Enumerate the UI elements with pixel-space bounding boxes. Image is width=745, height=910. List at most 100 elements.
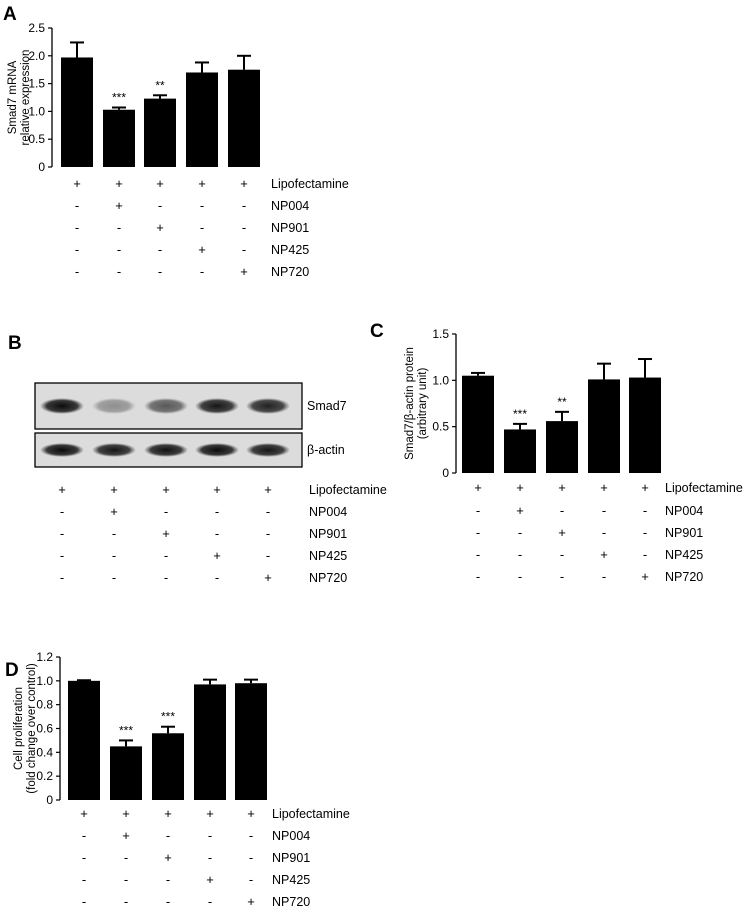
treatment-sign: -: [158, 198, 162, 213]
treatment-sign: -: [112, 570, 116, 585]
treatment-label: Lipofectamine: [272, 807, 350, 821]
treatment-label: NP425: [309, 549, 347, 563]
bar: [194, 684, 226, 800]
treatment-sign: -: [215, 504, 219, 519]
treatment-sign: +: [641, 480, 649, 495]
treatment-sign: -: [200, 198, 204, 213]
y-axis-label: relative expression: [20, 50, 32, 146]
treatment-sign: +: [240, 264, 248, 279]
treatment-sign: -: [266, 504, 270, 519]
treatment-sign: -: [560, 547, 564, 562]
blot-band: [195, 443, 239, 457]
treatment-sign: -: [75, 242, 79, 257]
western-blot: Smad7 β-actin: [34, 382, 347, 468]
treatment-sign: +: [115, 198, 123, 213]
treatment-sign: -: [643, 503, 647, 518]
y-tick-label: 2.0: [28, 49, 45, 63]
treatment-sign: -: [124, 872, 128, 887]
y-tick-label: 2.5: [28, 21, 45, 35]
treatment-sign: -: [112, 548, 116, 563]
treatment-sign: -: [518, 525, 522, 540]
treatment-sign: +: [80, 806, 88, 821]
treatment-label: Lipofectamine: [271, 177, 349, 191]
bar: [235, 683, 267, 800]
treatment-label: NP425: [665, 548, 703, 562]
treatment-sign: +: [206, 806, 214, 821]
treatment-sign: -: [124, 894, 128, 909]
bar: [504, 429, 536, 473]
treatment-sign: -: [602, 569, 606, 584]
treatment-sign: +: [516, 480, 524, 495]
blot-band: [195, 398, 239, 414]
treatment-sign: -: [266, 526, 270, 541]
treatment-label: NP004: [665, 504, 703, 518]
treatment-sign: -: [518, 569, 522, 584]
treatment-sign: -: [518, 547, 522, 562]
treatment-sign: -: [158, 264, 162, 279]
y-axis-label: Smad7 mRNA: [7, 60, 19, 134]
treatment-sign: -: [242, 242, 246, 257]
treatment-sign: +: [264, 482, 272, 497]
y-axis-label: Smad7/β-actin protein: [404, 347, 416, 460]
treatment-sign: -: [75, 264, 79, 279]
blot-band: [40, 398, 84, 414]
treatment-sign: -: [60, 570, 64, 585]
treatment-sign: +: [213, 482, 221, 497]
treatment-label: NP901: [271, 221, 309, 235]
treatment-grid-d: + + + + + Lipofectamine - + - - - NP004 - - + - - NP901 - -…: [80, 806, 350, 909]
treatment-sign: -: [164, 570, 168, 585]
y-tick-label: 1.0: [36, 674, 53, 688]
y-tick-label: 0: [442, 466, 449, 480]
treatment-label: NP720: [271, 265, 309, 279]
treatment-sign: +: [206, 872, 214, 887]
chart-c: 0 0.5 1.0 1.5 Smad7/β-actin protein (arbitrar…: [404, 327, 661, 480]
treatment-sign: -: [117, 264, 121, 279]
y-tick-label: 0.8: [36, 698, 53, 712]
treatment-sign: -: [124, 850, 128, 865]
bar: [110, 746, 142, 800]
treatment-sign: -: [476, 547, 480, 562]
panel-letter-a: A: [3, 4, 17, 25]
significance-label: ***: [161, 710, 175, 724]
treatment-sign: -: [200, 220, 204, 235]
treatment-sign: -: [242, 220, 246, 235]
treatment-sign: +: [156, 176, 164, 191]
treatment-sign: -: [200, 264, 204, 279]
treatment-sign: +: [600, 547, 608, 562]
treatment-label: Lipofectamine: [665, 481, 743, 495]
blot-label: β-actin: [307, 443, 345, 457]
bar: [144, 98, 176, 167]
y-tick-label: 0.5: [432, 420, 449, 434]
treatment-label: NP901: [272, 851, 310, 865]
significance-label: **: [155, 78, 165, 92]
bar: [629, 377, 661, 473]
treatment-label: NP901: [665, 526, 703, 540]
treatment-sign: +: [264, 570, 272, 585]
treatment-sign: +: [198, 242, 206, 257]
treatment-sign: -: [82, 828, 86, 843]
treatment-sign: -: [75, 220, 79, 235]
bar: [152, 733, 184, 800]
bar: [103, 109, 135, 167]
blot-band: [92, 398, 136, 414]
treatment-sign: -: [158, 242, 162, 257]
treatment-sign: -: [60, 504, 64, 519]
treatment-sign: +: [156, 220, 164, 235]
treatment-label: NP004: [272, 829, 310, 843]
bar: [186, 72, 218, 167]
treatment-label: Lipofectamine: [309, 483, 387, 497]
treatment-sign: -: [602, 525, 606, 540]
treatment-label: NP425: [271, 243, 309, 257]
treatment-sign: -: [166, 872, 170, 887]
treatment-sign: +: [247, 806, 255, 821]
treatment-sign: -: [249, 872, 253, 887]
y-tick-label: 1.0: [432, 373, 449, 387]
treatment-sign: -: [208, 894, 212, 909]
treatment-sign: +: [474, 480, 482, 495]
y-tick-label: 1.0: [28, 104, 45, 118]
treatment-grid-a: + + + + + Lipofectamine - + - - - NP004 - - + - - NP901 - -…: [73, 176, 349, 279]
panel-letter-c: C: [370, 321, 384, 342]
treatment-sign: -: [242, 198, 246, 213]
treatment-sign: -: [215, 526, 219, 541]
